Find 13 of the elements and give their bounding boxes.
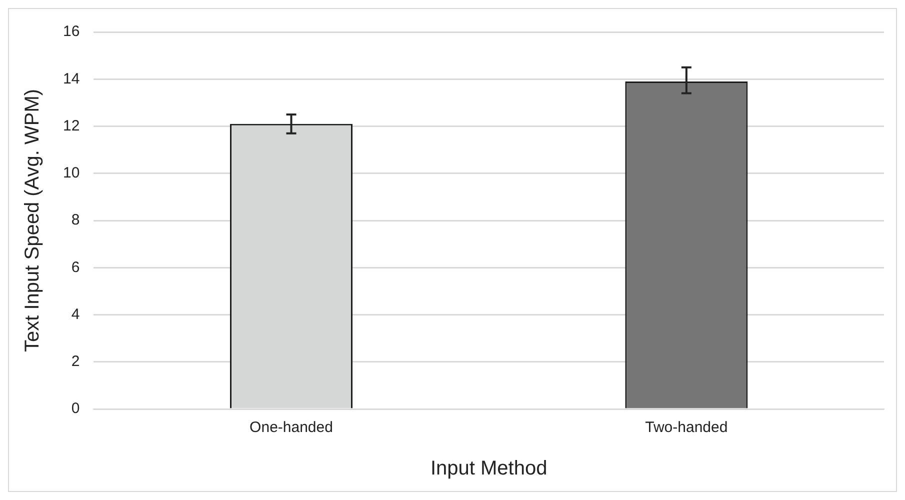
y-tick-label: 2 — [71, 353, 80, 370]
x-tick-label: One-handed — [250, 419, 333, 436]
y-tick-label: 16 — [62, 23, 80, 40]
y-tick-label: 0 — [71, 400, 80, 418]
y-tick-label: 10 — [62, 164, 80, 182]
x-tick-label: Two-handed — [645, 419, 728, 436]
y-axis-title: Text Input Speed (Avg. WPM) — [22, 88, 44, 352]
y-tick-label: 4 — [71, 306, 80, 323]
y-tick-label: 12 — [62, 117, 80, 134]
x-axis-title: Input Method — [430, 458, 548, 480]
y-tick-label: 14 — [62, 70, 80, 88]
y-tick-label: 8 — [71, 212, 80, 229]
y-tick-label: 6 — [71, 258, 80, 276]
